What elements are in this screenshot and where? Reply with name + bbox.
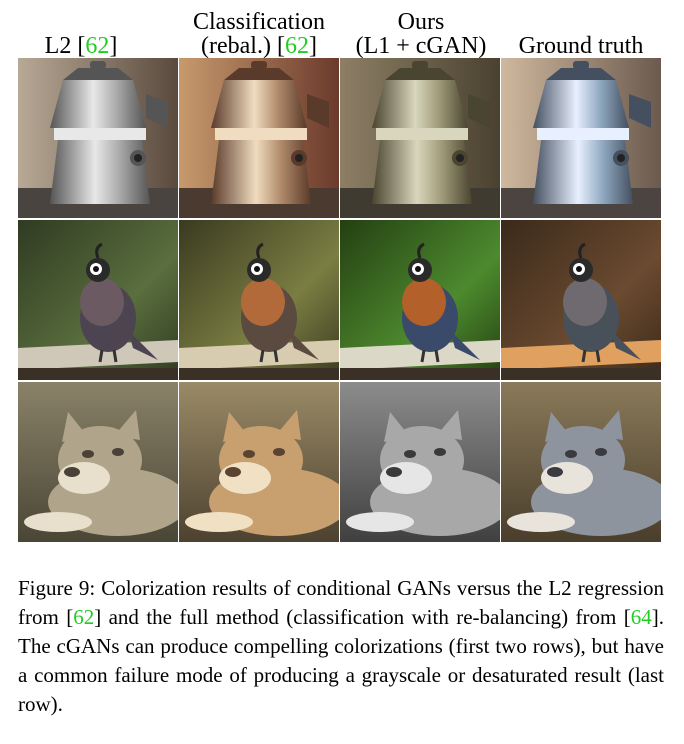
moka-pot-image-l2: [18, 58, 178, 218]
column-header-line2: (L1 + cGAN): [355, 33, 487, 59]
column-header-line2: Ground truth: [518, 33, 644, 59]
column-header-ours: Ours (L1 + cGAN): [340, 10, 502, 58]
column-header-line1: Classification: [193, 9, 325, 35]
column-header-line2: (rebal.) [62]: [201, 33, 317, 59]
column-header-ground-truth: Ground truth: [500, 10, 662, 58]
fox-image-ours: [340, 382, 500, 542]
quail-image-ground-truth: [501, 220, 661, 380]
citation-link[interactable]: 64: [630, 605, 652, 629]
column-header-line1: [500, 10, 662, 34]
column-header-line1: Ours: [397, 9, 445, 35]
moka-pot-image-classification: [179, 58, 339, 218]
citation-link[interactable]: 62: [73, 605, 95, 629]
moka-pot-image-ours: [340, 58, 500, 218]
quail-image-ours: [340, 220, 500, 380]
fox-image-l2: [18, 382, 178, 542]
fox-image-classification: [179, 382, 339, 542]
citation-link[interactable]: 62: [284, 33, 309, 59]
column-header-line1: [0, 10, 162, 34]
column-header-l2: L2 [62]: [0, 10, 162, 58]
column-header-classification: Classification (rebal.) [62]: [178, 10, 340, 58]
citation-link[interactable]: 62: [85, 33, 110, 59]
moka-pot-image-ground-truth: [501, 58, 661, 218]
column-header-line2: L2 [62]: [44, 33, 118, 59]
figure-caption: Figure 9: Colorization results of condit…: [18, 576, 664, 716]
fox-image-ground-truth: [501, 382, 661, 542]
quail-image-l2: [18, 220, 178, 380]
quail-image-classification: [179, 220, 339, 380]
